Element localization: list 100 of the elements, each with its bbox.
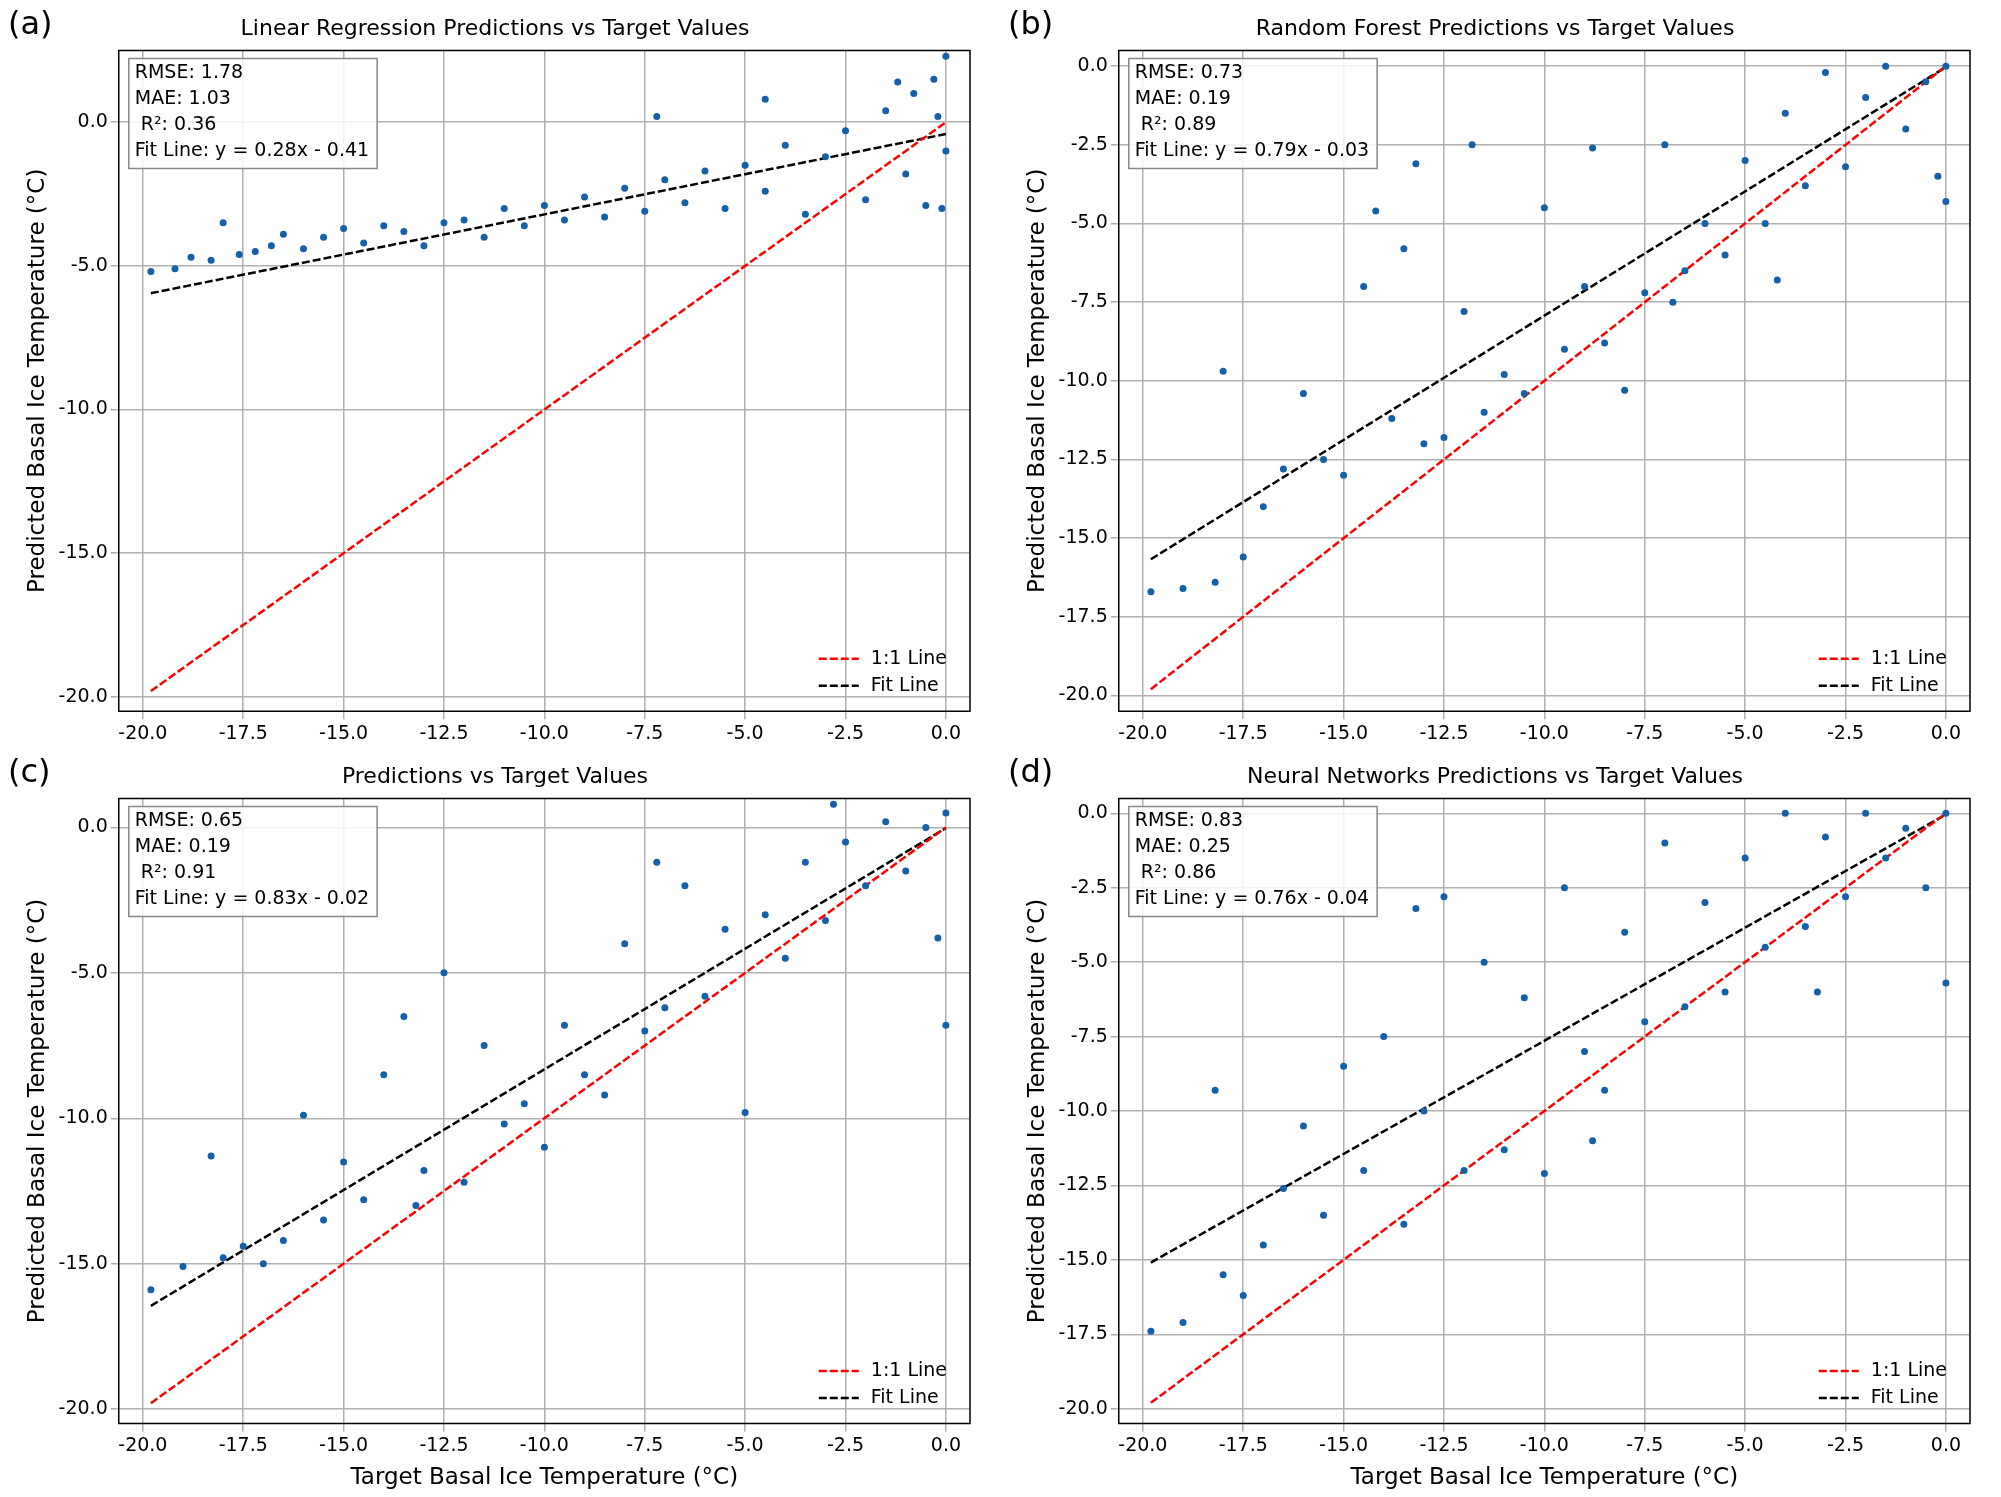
- x-tick-label: -5.0: [1726, 1432, 1764, 1455]
- x-tick-label: 0.0: [1930, 720, 1962, 743]
- point: [1621, 928, 1629, 936]
- point: [930, 75, 938, 83]
- point: [1601, 1086, 1609, 1094]
- x-tick-label: -17.5: [1218, 720, 1268, 743]
- point: [1741, 854, 1749, 862]
- annotation: R²: 0.89: [1134, 111, 1217, 134]
- x-tick-label: -12.5: [1419, 1432, 1469, 1455]
- point: [621, 940, 629, 948]
- x-axis-title: Target Basal Ice Temperature (°C): [349, 1463, 739, 1490]
- point: [862, 882, 870, 890]
- point: [910, 90, 918, 97]
- point: [922, 202, 930, 210]
- point: [801, 858, 809, 866]
- y-tick-label: -20.0: [1058, 1395, 1108, 1418]
- point: [279, 230, 287, 238]
- point: [1669, 298, 1677, 306]
- text: (d): [1008, 752, 1054, 791]
- point: [721, 925, 729, 933]
- point: [1320, 1211, 1328, 1219]
- point: [1420, 440, 1428, 448]
- x-tick-label: -12.5: [1419, 720, 1469, 743]
- x-tick-label: -15.0: [1319, 1432, 1369, 1455]
- y-tick-label: 0.0: [1077, 800, 1108, 823]
- y-tick-label: -15.0: [1058, 525, 1108, 548]
- point: [1902, 125, 1910, 133]
- point: [1540, 204, 1548, 212]
- x-tick-label: 0.0: [930, 720, 962, 743]
- point: [1942, 979, 1950, 987]
- point: [560, 1021, 568, 1029]
- point: [701, 167, 709, 175]
- annotation: MAE: 0.25: [1134, 833, 1231, 856]
- chart-title: Predictions vs Target Values: [341, 762, 649, 788]
- legend-label: 1:1 Line: [870, 645, 948, 668]
- point: [1741, 157, 1749, 165]
- point: [801, 210, 809, 218]
- y-tick-label: -15.0: [58, 1250, 108, 1273]
- point: [829, 800, 837, 808]
- x-tick-label: -17.5: [218, 1432, 268, 1455]
- y-tick-label: -5.0: [1070, 210, 1108, 233]
- annotation: Fit Line: y = 0.28x - 0.41: [134, 137, 370, 160]
- point: [1259, 1241, 1267, 1249]
- point: [942, 809, 950, 817]
- point: [741, 1108, 749, 1116]
- point: [1581, 1047, 1589, 1055]
- point: [440, 219, 448, 227]
- point: [500, 1120, 508, 1128]
- point: [1400, 245, 1408, 253]
- point: [299, 1111, 307, 1119]
- point: [641, 1027, 649, 1035]
- point: [520, 1100, 528, 1108]
- point: [882, 107, 890, 115]
- point: [1360, 1167, 1368, 1175]
- annotation: RMSE: 1.78: [134, 59, 244, 82]
- point: [279, 1236, 287, 1244]
- point: [1239, 1292, 1247, 1300]
- point: [1211, 578, 1219, 586]
- point: [460, 216, 468, 224]
- point: [1922, 884, 1930, 892]
- point: [1589, 144, 1597, 152]
- point: [1480, 408, 1488, 416]
- point: [299, 245, 307, 253]
- y-axis-title: Predicted Basal Ice Temperature (°C): [22, 168, 49, 593]
- point: [1942, 62, 1950, 70]
- point: [1681, 1003, 1689, 1011]
- point: [1862, 809, 1870, 817]
- y-tick-label: -10.0: [1058, 1097, 1108, 1120]
- point: [1147, 1327, 1155, 1335]
- point: [1219, 1271, 1227, 1279]
- point: [1902, 824, 1910, 832]
- point: [460, 1178, 468, 1186]
- chart-title: Linear Regression Predictions vs Target Values: [240, 14, 750, 40]
- point: [1821, 833, 1829, 841]
- point: [360, 1196, 368, 1204]
- point: [380, 1071, 388, 1079]
- point: [380, 222, 388, 230]
- point: [360, 239, 368, 247]
- x-tick-label: -17.5: [218, 720, 268, 743]
- point: [540, 1143, 548, 1151]
- y-tick-label: -5.0: [70, 959, 108, 982]
- point: [761, 187, 769, 195]
- x-tick-label: -7.5: [626, 1432, 664, 1455]
- annotation: RMSE: 0.73: [1134, 59, 1244, 82]
- point: [560, 216, 568, 224]
- point: [1773, 276, 1781, 284]
- point: [1400, 1220, 1408, 1228]
- point: [902, 170, 910, 178]
- point: [500, 204, 508, 212]
- point: [1721, 988, 1729, 996]
- point: [821, 917, 829, 925]
- x-tick-label: 0.0: [930, 1432, 962, 1455]
- y-tick-label: 0.0: [77, 814, 108, 837]
- y-tick-label: -2.5: [1070, 874, 1108, 897]
- point: [480, 1042, 488, 1050]
- point: [1279, 1184, 1287, 1192]
- point: [653, 112, 661, 120]
- point: [400, 227, 408, 235]
- point: [400, 1012, 408, 1020]
- point: [1420, 1107, 1428, 1115]
